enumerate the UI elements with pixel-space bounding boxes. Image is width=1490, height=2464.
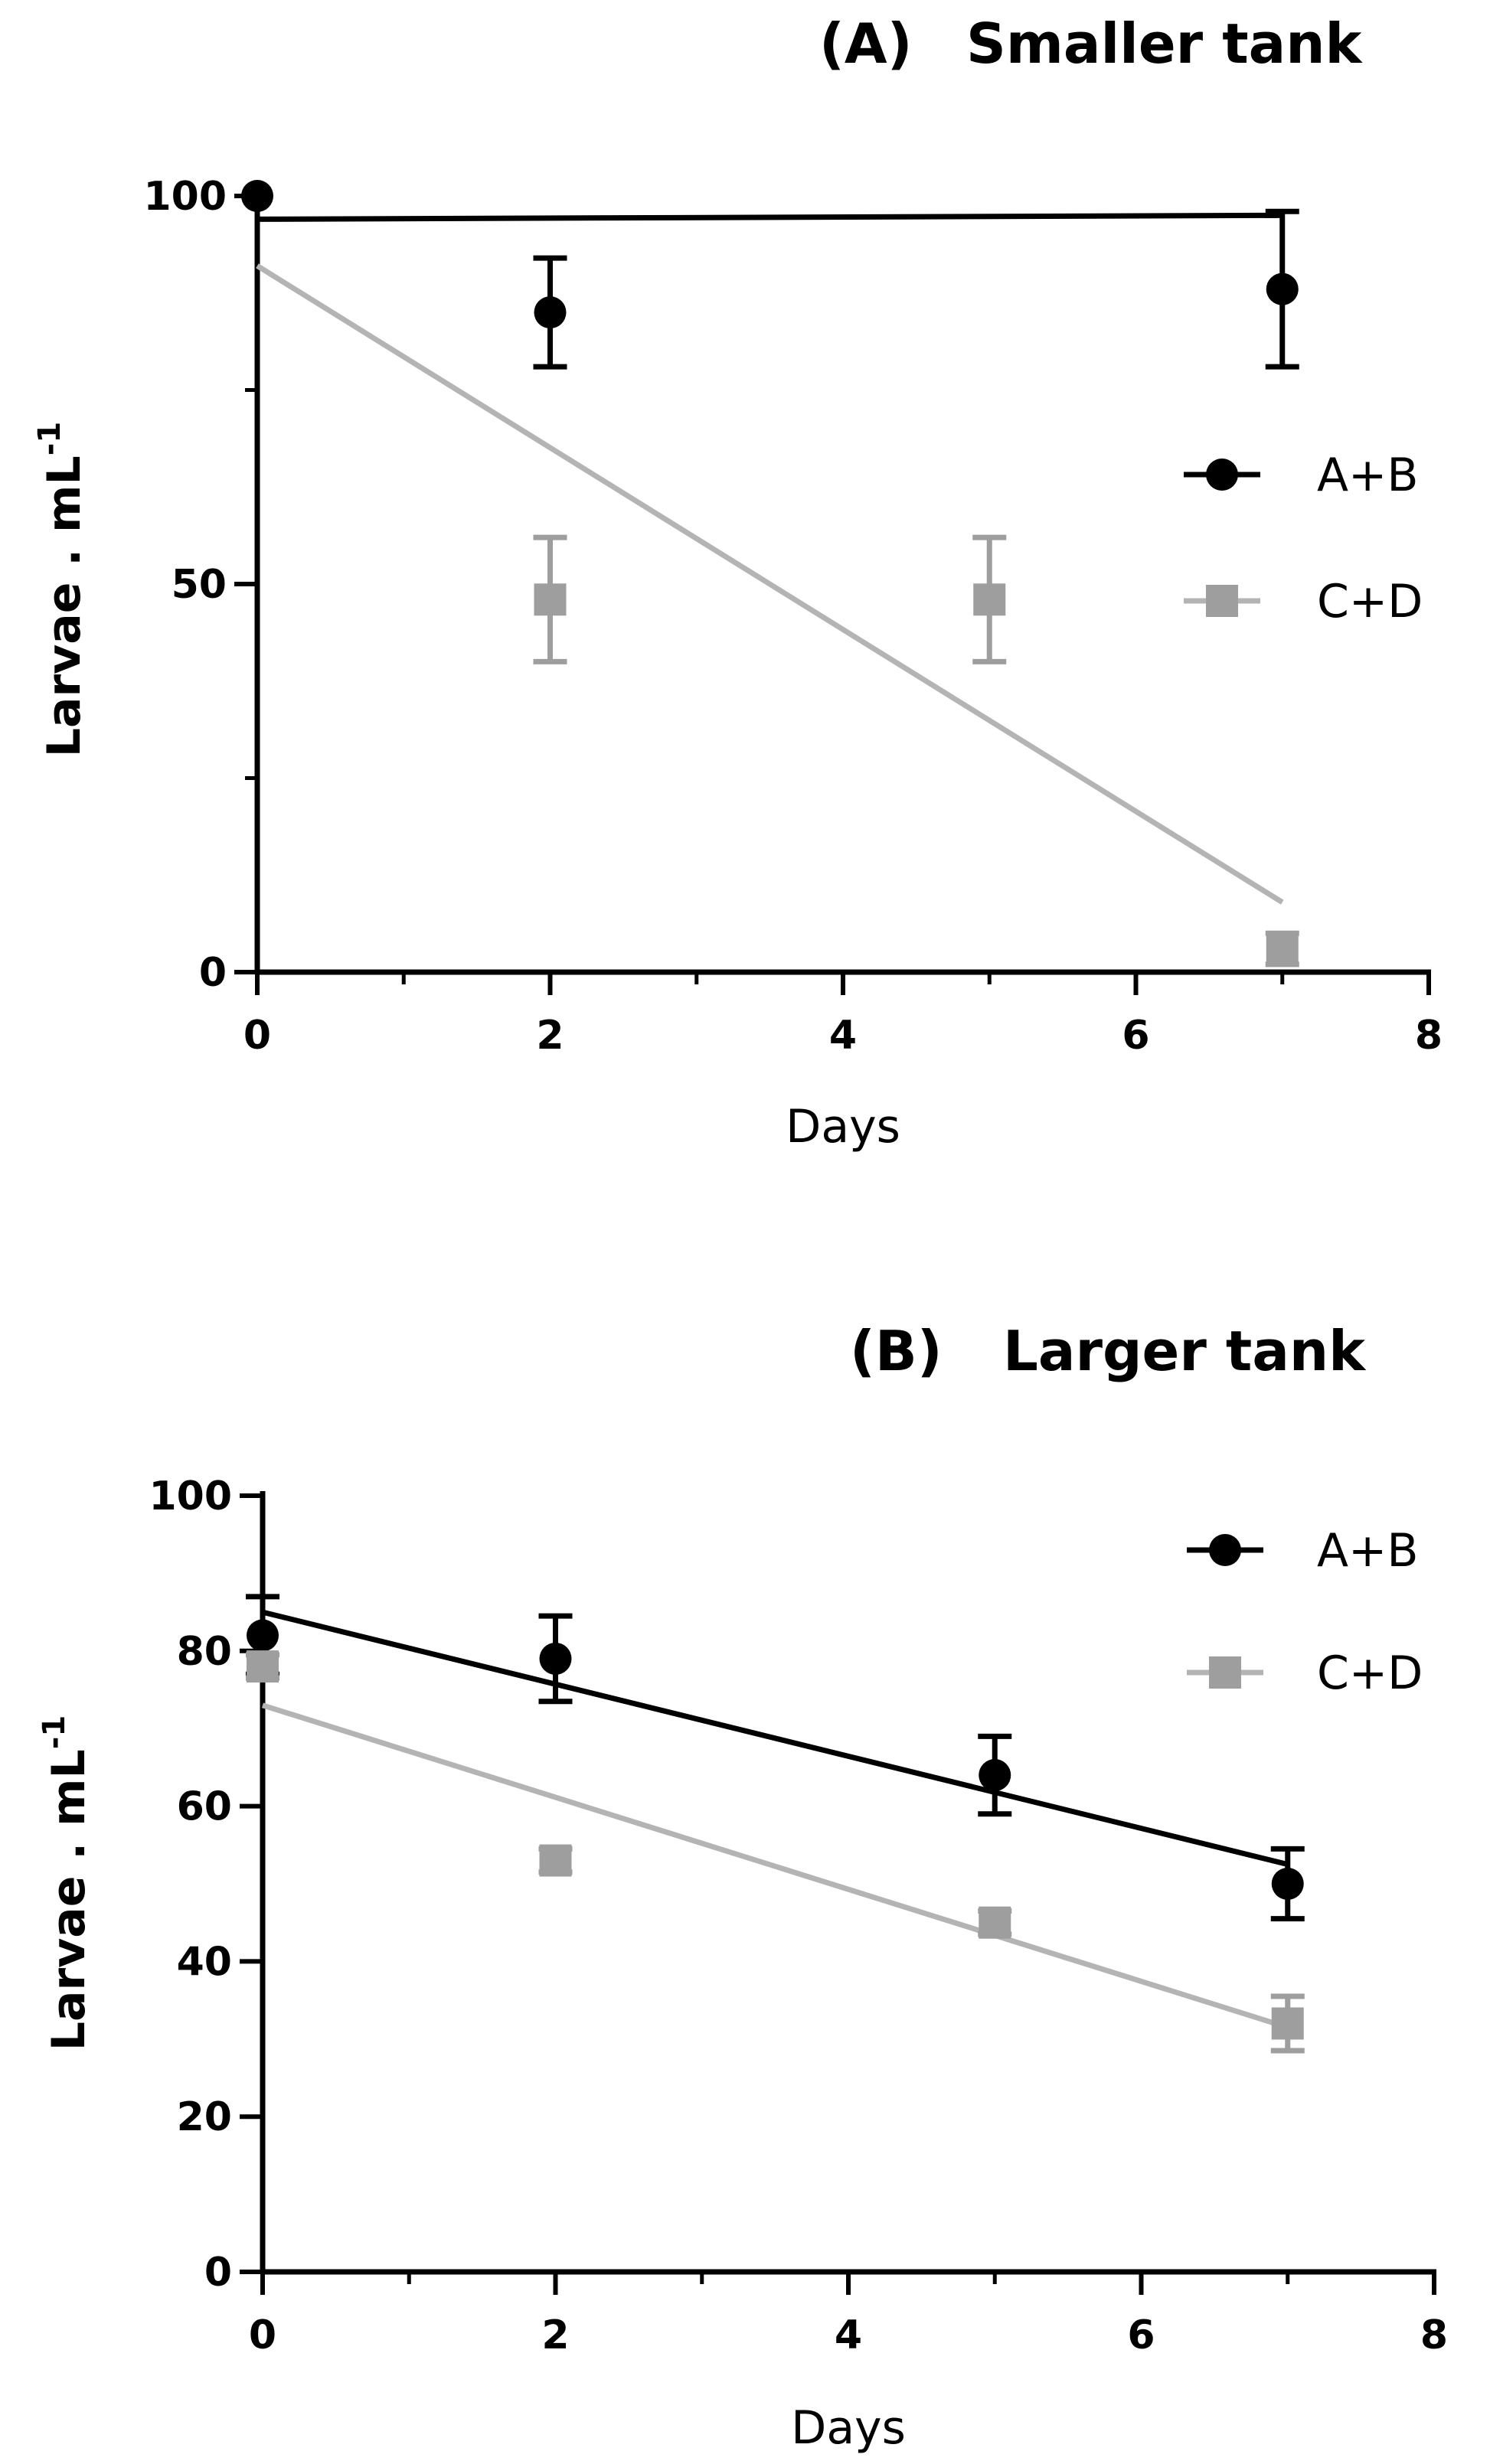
y-tick-label: 20	[177, 2094, 232, 2140]
y-tick-label: 100	[143, 174, 227, 220]
legend-label: C+D	[1317, 575, 1423, 628]
x-tick-label: 2	[541, 2312, 569, 2358]
data-point-square	[1266, 932, 1299, 965]
y-axis-title: Larvae . mL-1	[32, 422, 91, 757]
x-tick-label: 4	[829, 1013, 857, 1059]
legend-marker-circle	[1206, 459, 1238, 491]
y-tick-label: 60	[177, 1784, 232, 1830]
fit-line	[261, 1702, 1289, 2030]
x-tick-label: 6	[1127, 2312, 1155, 2358]
data-point-square	[534, 583, 567, 616]
panel-label: (B)	[850, 1319, 943, 1383]
legend-marker-circle	[1209, 1534, 1241, 1566]
y-tick-label: 0	[199, 950, 227, 996]
series-a-b: A+B	[241, 180, 1418, 502]
data-point-square	[247, 1650, 279, 1683]
y-tick-label: 100	[149, 1474, 232, 1519]
data-point-circle	[539, 1642, 572, 1675]
y-tick-label: 0	[204, 2250, 232, 2296]
y-tick-label: 80	[177, 1629, 232, 1675]
y-axis-title: Larvae . mL-1	[37, 1715, 96, 2051]
data-point-circle	[534, 296, 567, 329]
data-point-circle	[1266, 273, 1299, 305]
x-axis-title: Days	[791, 2401, 906, 2455]
series-c-d: C+D	[256, 263, 1423, 968]
data-point-square	[539, 1844, 572, 1877]
x-tick-label: 2	[536, 1013, 564, 1059]
data-point-circle	[247, 1619, 279, 1652]
data-point-square	[1271, 2007, 1304, 2040]
y-axis-title-exponent: -1	[32, 422, 67, 455]
data-point-circle	[979, 1759, 1011, 1792]
chart-title: Smaller tank	[966, 11, 1363, 76]
panel-label: (A)	[819, 11, 913, 76]
series-c-d: C+D	[246, 1646, 1423, 2054]
fit-line	[256, 263, 1284, 905]
data-point-square	[979, 1906, 1011, 1939]
chart-title: Larger tank	[1003, 1319, 1367, 1383]
data-point-circle	[1271, 1868, 1304, 1900]
y-tick-label: 50	[172, 562, 227, 608]
x-tick-label: 8	[1420, 2312, 1448, 2358]
y-axis-title-exponent: -1	[37, 1715, 72, 1749]
y-tick-label: 40	[177, 1939, 232, 1985]
legend-marker-square	[1209, 1656, 1241, 1689]
x-tick-label: 0	[249, 2312, 276, 2358]
x-axis-title: Days	[786, 1100, 900, 1154]
legend-label: A+B	[1317, 449, 1418, 502]
data-point-square	[973, 583, 1006, 616]
y-axis-title-main: Larvae . mL	[42, 1749, 96, 2051]
y-axis-title-main: Larvae . mL	[38, 455, 91, 757]
x-tick-label: 6	[1122, 1013, 1149, 1059]
fit-line	[262, 1609, 1289, 1868]
data-point-circle	[241, 180, 273, 212]
fit-line	[257, 212, 1283, 222]
series-a-b: A+B	[246, 1524, 1418, 1922]
legend-label: A+B	[1317, 1524, 1418, 1578]
legend-label: C+D	[1317, 1646, 1423, 1700]
chart-panel-a: (A) Smaller tank 0 2 4 6 8 0 50 100 Days Larvae . m…	[32, 11, 1443, 1154]
legend-marker-square	[1206, 585, 1238, 617]
x-tick-label: 4	[835, 2312, 862, 2358]
x-tick-label: 8	[1415, 1013, 1443, 1059]
x-tick-label: 0	[243, 1013, 271, 1059]
